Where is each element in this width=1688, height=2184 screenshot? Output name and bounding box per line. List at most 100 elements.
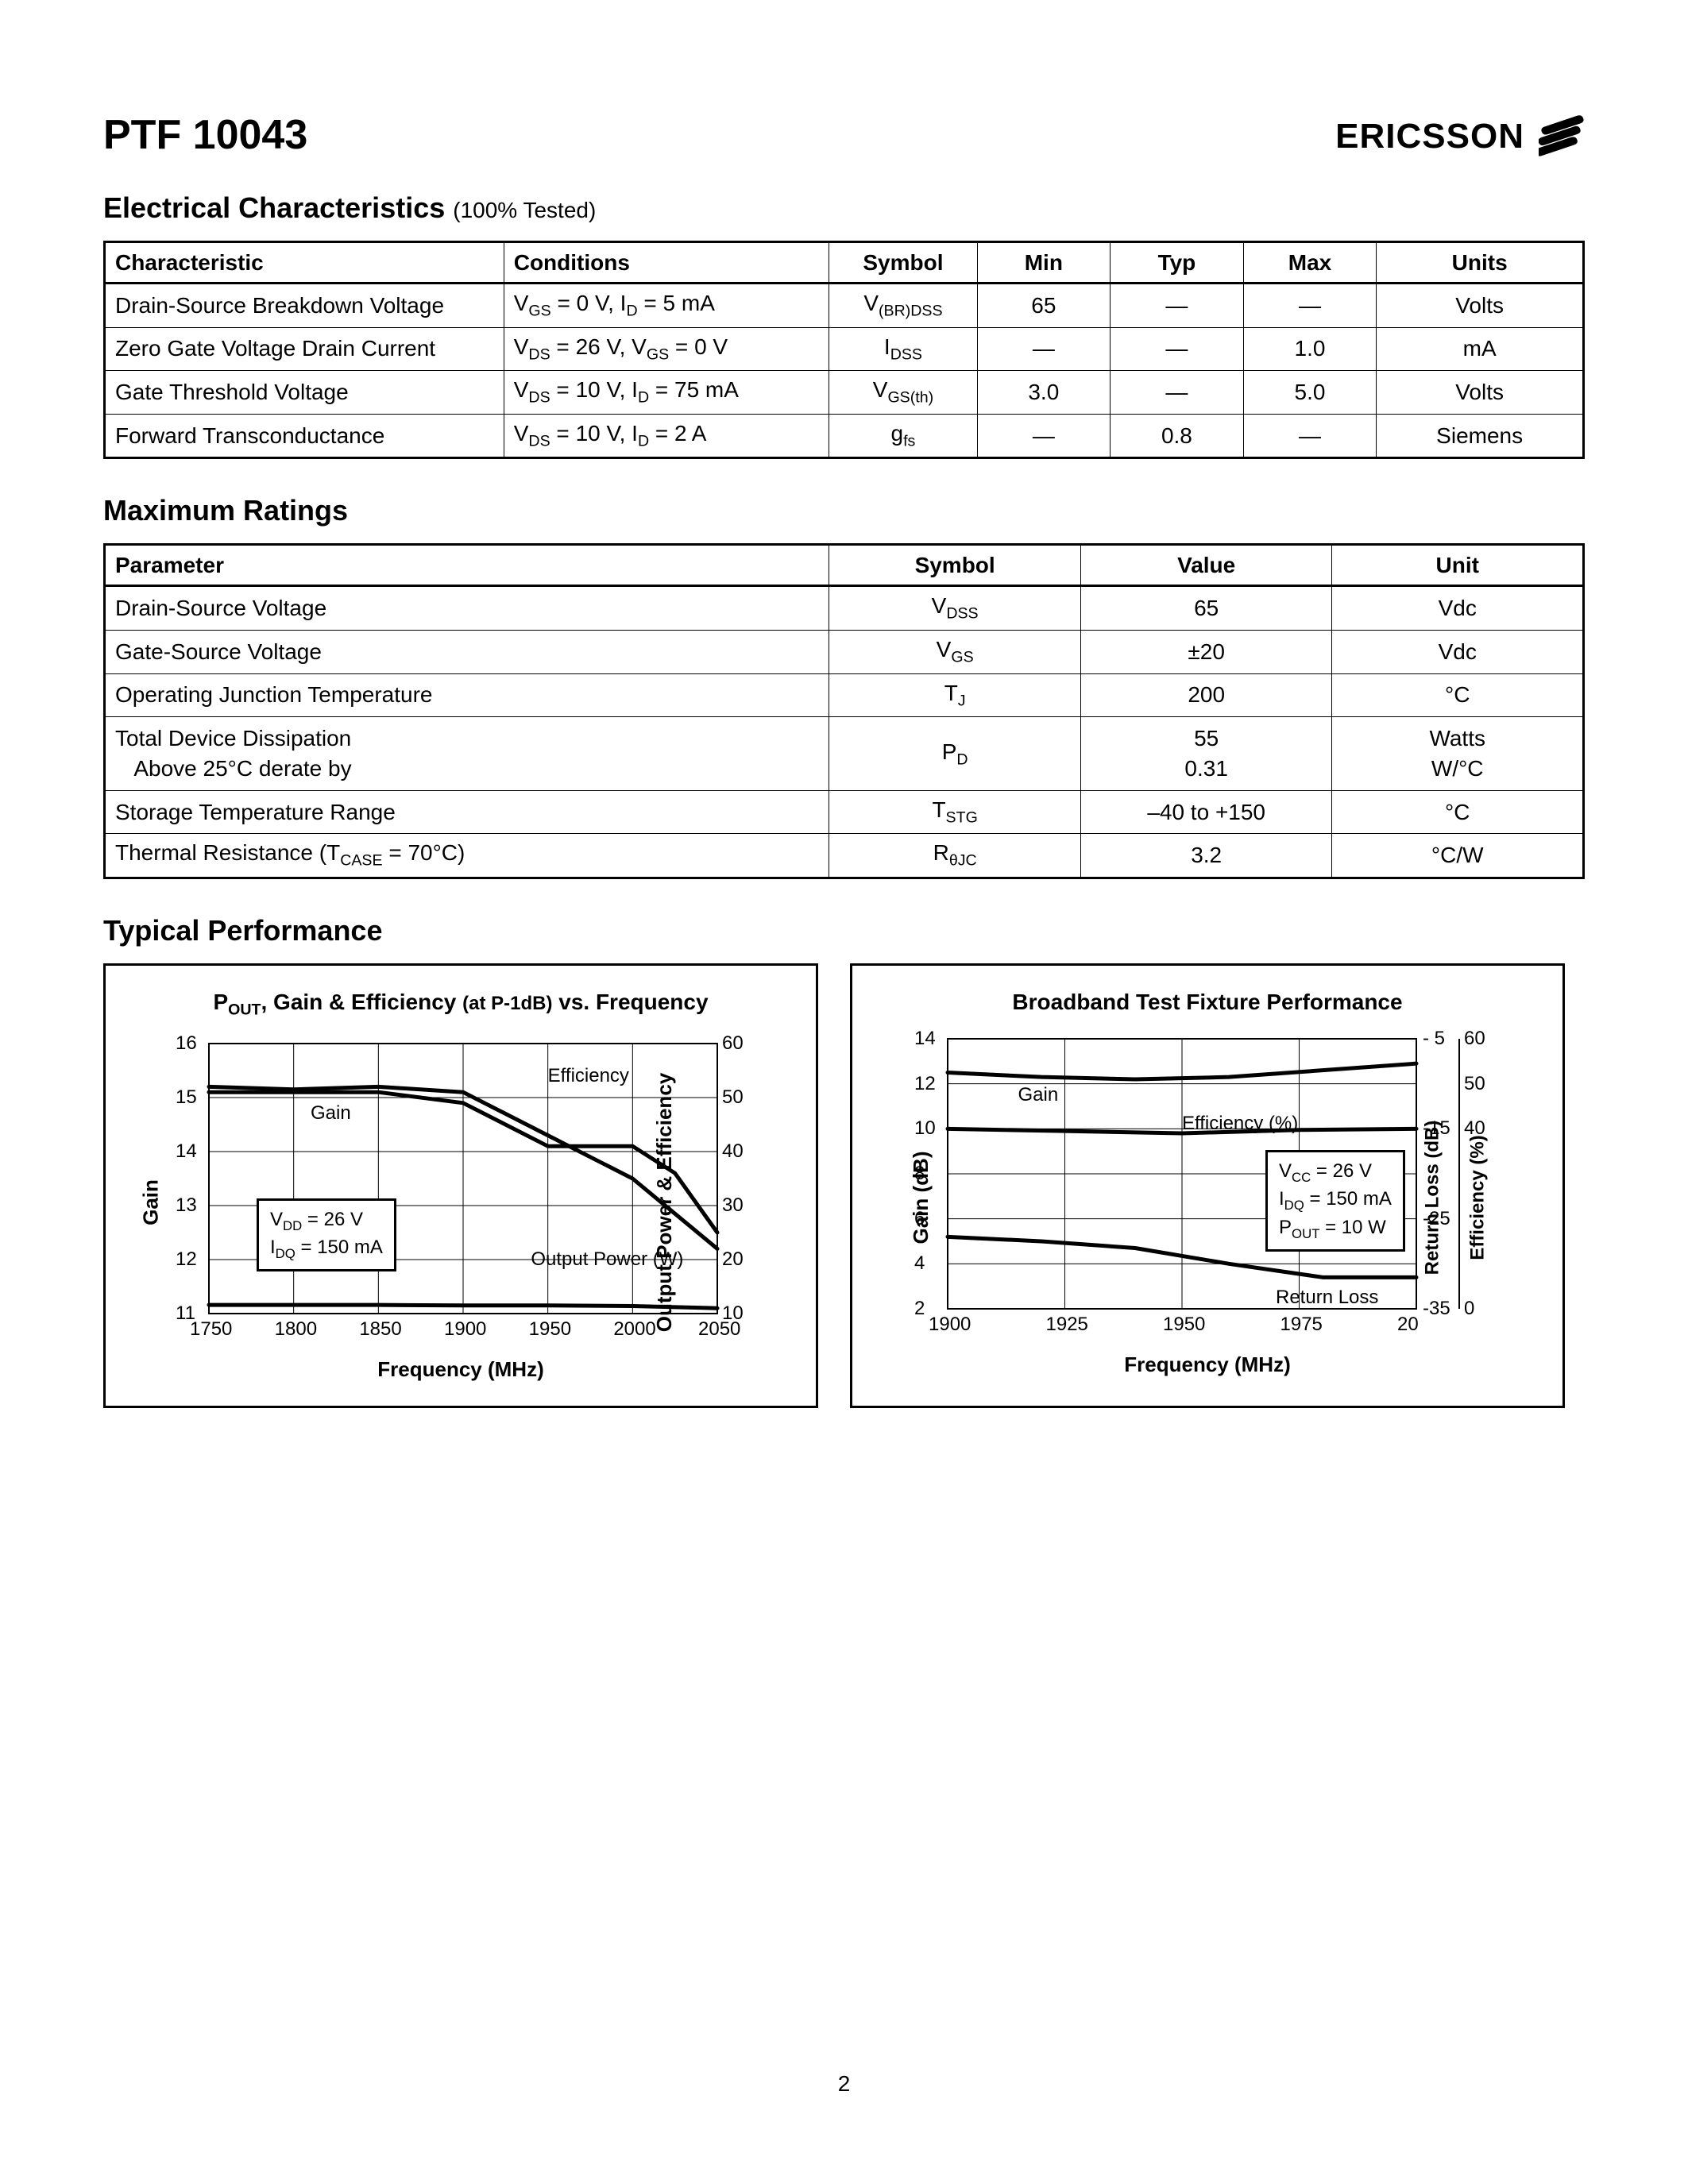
table-cell: 550.31 bbox=[1080, 717, 1332, 791]
y-tick-right1: -35 bbox=[1423, 1298, 1450, 1320]
table-cell: IDSS bbox=[829, 327, 977, 371]
y-tick-left: 16 bbox=[176, 1032, 197, 1055]
table-cell: Gate Threshold Voltage bbox=[105, 371, 504, 415]
table-header: Units bbox=[1377, 242, 1584, 284]
y-tick-right2: 0 bbox=[1464, 1298, 1474, 1320]
part-number: PTF 10043 bbox=[103, 111, 307, 159]
table-cell: Thermal Resistance (TCASE = 70°C) bbox=[105, 834, 829, 878]
table-cell: — bbox=[977, 414, 1111, 458]
table-cell: — bbox=[1111, 284, 1244, 328]
table-cell: TSTG bbox=[829, 790, 1081, 834]
page-number: 2 bbox=[838, 2071, 851, 2097]
section2-title: Maximum Ratings bbox=[103, 494, 1585, 527]
table-cell: 1.0 bbox=[1243, 327, 1377, 371]
x-tick: 1750 bbox=[190, 1318, 232, 1341]
maximum-ratings-table: ParameterSymbolValueUnit Drain-Source Vo… bbox=[103, 543, 1585, 879]
x-tick: 1975 bbox=[1280, 1314, 1323, 1336]
table-cell: VGS bbox=[829, 630, 1081, 673]
header-row: PTF 10043 ERICSSON bbox=[103, 111, 1585, 161]
section1-title-text: Electrical Characteristics bbox=[103, 191, 445, 224]
table-cell: WattsW/°C bbox=[1332, 717, 1584, 791]
table-cell: VGS(th) bbox=[829, 371, 977, 415]
table-cell: gfs bbox=[829, 414, 977, 458]
table-cell: Operating Junction Temperature bbox=[105, 673, 829, 717]
y-tick-right: 60 bbox=[722, 1032, 744, 1055]
section1-sub: (100% Tested) bbox=[453, 198, 596, 222]
table-cell: — bbox=[1111, 371, 1244, 415]
table-row: Forward TransconductanceVDS = 10 V, ID =… bbox=[105, 414, 1584, 458]
table-cell: 65 bbox=[977, 284, 1111, 328]
table-cell: –40 to +150 bbox=[1080, 790, 1332, 834]
table-row: Zero Gate Voltage Drain CurrentVDS = 26 … bbox=[105, 327, 1584, 371]
y-tick-right: 50 bbox=[722, 1086, 744, 1109]
section3-title: Typical Performance bbox=[103, 914, 1585, 947]
y-tick-left: 2 bbox=[914, 1298, 925, 1320]
chart2-box: Broadband Test Fixture Performance Gain … bbox=[850, 963, 1565, 1408]
y-tick-right: 10 bbox=[722, 1302, 744, 1325]
table-cell: — bbox=[1243, 414, 1377, 458]
brand-block: ERICSSON bbox=[1335, 111, 1585, 161]
table-cell: Storage Temperature Range bbox=[105, 790, 829, 834]
y-tick-right: 40 bbox=[722, 1140, 744, 1163]
y-tick-right: 30 bbox=[722, 1194, 744, 1217]
table-header: Parameter bbox=[105, 545, 829, 586]
series-label: Output Power (W) bbox=[531, 1248, 683, 1271]
table-cell: 3.0 bbox=[977, 371, 1111, 415]
chart1-plot: Gain Output Power & Efficiency Frequency… bbox=[122, 1028, 800, 1377]
y-tick-left: 11 bbox=[176, 1302, 195, 1325]
x-tick: 1900 bbox=[444, 1318, 486, 1341]
chart1-ylabel-left: Gain bbox=[138, 1179, 163, 1225]
table-cell: Volts bbox=[1377, 371, 1584, 415]
chart1-box: POUT, Gain & Efficiency (at P-1dB) vs. F… bbox=[103, 963, 818, 1408]
y-tick-right1: - 5 bbox=[1423, 1028, 1445, 1050]
table-cell: 65 bbox=[1080, 586, 1332, 631]
y-tick-left: 10 bbox=[914, 1117, 936, 1140]
series-label: Efficiency (%) bbox=[1182, 1113, 1298, 1135]
table-header: Typ bbox=[1111, 242, 1244, 284]
info-line: IDQ = 150 mA bbox=[1279, 1187, 1392, 1214]
chart2-ylabel-right1: Return Loss (dB) bbox=[1422, 1121, 1444, 1275]
table-cell: Vdc bbox=[1332, 630, 1584, 673]
y-tick-right: 20 bbox=[722, 1248, 744, 1271]
chart2-info-box: VCC = 26 VIDQ = 150 mAPOUT = 10 W bbox=[1265, 1150, 1405, 1252]
x-tick: 1800 bbox=[275, 1318, 317, 1341]
table-row: Gate Threshold VoltageVDS = 10 V, ID = 7… bbox=[105, 371, 1584, 415]
chart1-title: POUT, Gain & Efficiency (at P-1dB) vs. F… bbox=[122, 990, 800, 1020]
chart2-ylabel-right2: Efficiency (%) bbox=[1466, 1135, 1489, 1260]
table-cell: PD bbox=[829, 717, 1081, 791]
table-cell: — bbox=[977, 327, 1111, 371]
chart2-plot: Gain (dB) Efficiency (%) Return Loss (dB… bbox=[868, 1023, 1547, 1372]
table-row: Drain-Source Breakdown VoltageVGS = 0 V,… bbox=[105, 284, 1584, 328]
table-cell: Forward Transconductance bbox=[105, 414, 504, 458]
table-cell: mA bbox=[1377, 327, 1584, 371]
chart1-info-box: VDD = 26 VIDQ = 150 mA bbox=[257, 1198, 396, 1272]
table-cell: 5.0 bbox=[1243, 371, 1377, 415]
y-tick-left: 12 bbox=[176, 1248, 197, 1271]
y-tick-left: 13 bbox=[176, 1194, 197, 1217]
info-line: VDD = 26 V bbox=[270, 1207, 383, 1235]
series-label: Gain bbox=[1018, 1084, 1059, 1106]
table-cell: Siemens bbox=[1377, 414, 1584, 458]
table-cell: Gate-Source Voltage bbox=[105, 630, 829, 673]
section1-title: Electrical Characteristics (100% Tested) bbox=[103, 191, 1585, 225]
table-row: Total Device Dissipation Above 25°C dera… bbox=[105, 717, 1584, 791]
table-header: Max bbox=[1243, 242, 1377, 284]
x-tick: 1950 bbox=[1163, 1314, 1205, 1336]
table-cell: °C bbox=[1332, 790, 1584, 834]
table-cell: ±20 bbox=[1080, 630, 1332, 673]
y-tick-right2: 60 bbox=[1464, 1028, 1485, 1050]
y-tick-left: 15 bbox=[176, 1086, 197, 1109]
table-cell: VDS = 10 V, ID = 2 A bbox=[504, 414, 829, 458]
y-tick-right1: -25 bbox=[1423, 1208, 1450, 1230]
y-tick-right2: 40 bbox=[1464, 1117, 1485, 1140]
table-cell: 0.8 bbox=[1111, 414, 1244, 458]
y-tick-left: 12 bbox=[914, 1073, 936, 1095]
table-header: Unit bbox=[1332, 545, 1584, 586]
y-tick-left: 14 bbox=[914, 1028, 936, 1050]
series-label: Return Loss bbox=[1276, 1287, 1378, 1309]
table-row: Drain-Source VoltageVDSS65Vdc bbox=[105, 586, 1584, 631]
table-cell: — bbox=[1243, 284, 1377, 328]
info-line: IDQ = 150 mA bbox=[270, 1235, 383, 1263]
table-header: Conditions bbox=[504, 242, 829, 284]
table-header: Min bbox=[977, 242, 1111, 284]
